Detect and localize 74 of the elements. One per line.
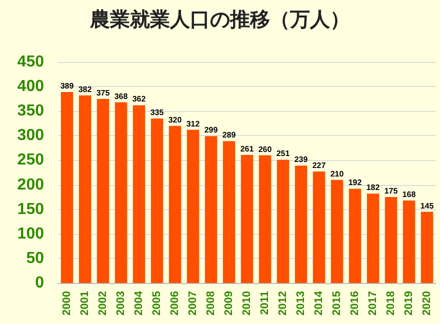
data-label: 210 bbox=[330, 169, 344, 178]
bar bbox=[60, 92, 74, 283]
y-tick-label: 0 bbox=[35, 274, 44, 292]
bar bbox=[294, 166, 308, 283]
data-label: 320 bbox=[168, 115, 182, 124]
x-tick-label: 2008 bbox=[205, 291, 217, 316]
data-label: 261 bbox=[240, 144, 254, 154]
bar bbox=[132, 105, 146, 283]
x-tick-label: 2016 bbox=[349, 291, 361, 316]
bar bbox=[312, 172, 326, 283]
x-tick-label: 2007 bbox=[187, 291, 199, 316]
y-tick-label: 50 bbox=[26, 250, 44, 267]
bar bbox=[402, 200, 416, 283]
x-tick-label: 2006 bbox=[169, 291, 181, 316]
x-tick-label: 2002 bbox=[97, 291, 109, 316]
bar bbox=[168, 126, 182, 283]
x-tick-label: 2000 bbox=[61, 291, 73, 316]
x-tick-label: 2014 bbox=[313, 290, 325, 316]
data-label: 168 bbox=[402, 190, 416, 199]
y-tick-label: 450 bbox=[17, 54, 44, 70]
y-tick-label: 150 bbox=[17, 200, 44, 218]
x-tick-label: 2003 bbox=[115, 291, 127, 316]
data-label: 251 bbox=[276, 149, 290, 158]
data-label: 182 bbox=[366, 183, 380, 192]
x-tick-label: 2019 bbox=[403, 291, 415, 316]
x-tick-label: 2005 bbox=[151, 291, 163, 316]
bar bbox=[240, 154, 254, 283]
x-tick-label: 2018 bbox=[385, 291, 397, 316]
y-tick-label: 250 bbox=[17, 152, 44, 169]
data-label: 375 bbox=[96, 88, 110, 98]
x-tick-label: 2020 bbox=[421, 291, 433, 316]
y-tick-label: 100 bbox=[17, 225, 44, 242]
bar bbox=[96, 98, 110, 283]
bar bbox=[276, 160, 290, 283]
bar bbox=[258, 155, 272, 283]
data-label: 289 bbox=[222, 130, 236, 140]
x-tick-label: 2010 bbox=[241, 291, 253, 316]
x-tick-label: 2015 bbox=[331, 291, 343, 316]
bar bbox=[114, 102, 128, 283]
y-tick-label: 400 bbox=[17, 78, 44, 96]
x-tick-label: 2017 bbox=[367, 291, 379, 316]
data-label: 192 bbox=[348, 178, 362, 188]
x-tick-label: 2012 bbox=[277, 291, 289, 316]
data-label: 389 bbox=[60, 81, 74, 90]
data-label: 227 bbox=[312, 161, 326, 170]
y-tick-label: 350 bbox=[17, 102, 44, 120]
data-label: 312 bbox=[186, 119, 200, 128]
x-tick-label: 2011 bbox=[259, 291, 271, 315]
data-label: 175 bbox=[384, 186, 398, 196]
x-tick-label: 2004 bbox=[133, 290, 145, 316]
y-tick-label: 300 bbox=[17, 127, 44, 144]
chart-title: 農業就業人口の推移（万人） bbox=[89, 7, 350, 31]
data-label: 260 bbox=[258, 144, 272, 154]
data-label: 335 bbox=[150, 108, 164, 117]
x-tick-label: 2009 bbox=[223, 291, 235, 316]
bar bbox=[420, 212, 434, 283]
x-tick-label: 2001 bbox=[79, 291, 91, 316]
bar bbox=[330, 180, 344, 283]
data-label: 368 bbox=[114, 92, 128, 101]
x-tick-label: 2013 bbox=[295, 291, 307, 316]
data-label: 239 bbox=[294, 155, 308, 164]
bar bbox=[384, 197, 398, 283]
data-label: 362 bbox=[132, 94, 146, 104]
bar bbox=[222, 141, 236, 283]
bar bbox=[204, 136, 218, 283]
bar bbox=[186, 130, 200, 283]
data-label: 145 bbox=[420, 201, 434, 210]
data-label: 382 bbox=[78, 84, 92, 94]
bar bbox=[348, 188, 362, 283]
data-label: 299 bbox=[204, 126, 218, 135]
bar bbox=[366, 194, 380, 283]
bar bbox=[78, 95, 92, 283]
y-tick-label: 200 bbox=[17, 176, 44, 194]
bar bbox=[150, 118, 164, 283]
